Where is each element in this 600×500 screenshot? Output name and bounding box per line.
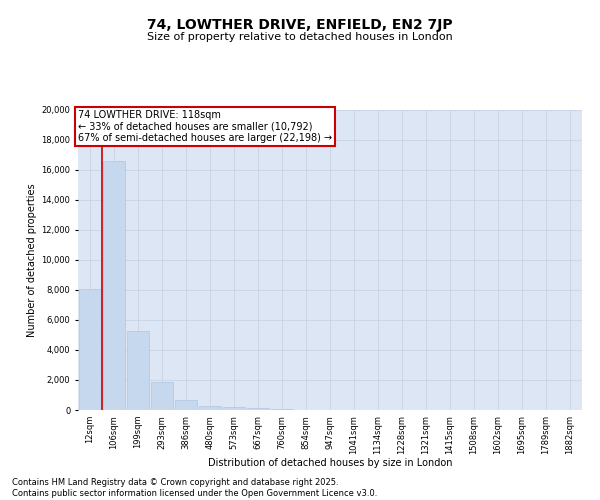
Bar (103, 161, 125, 410)
Text: 74, LOWTHER DRIVE, ENFIELD, EN2 7JP: 74, LOWTHER DRIVE, ENFIELD, EN2 7JP (147, 18, 453, 32)
X-axis label: Distribution of detached houses by size in London: Distribution of detached houses by size … (208, 458, 452, 468)
Text: 74 LOWTHER DRIVE: 118sqm
← 33% of detached houses are smaller (10,792)
67% of se: 74 LOWTHER DRIVE: 118sqm ← 33% of detach… (78, 110, 332, 143)
Bar (175, 400, 197, 410)
Bar (151, 382, 173, 410)
Bar (127, 330, 149, 410)
Y-axis label: Number of detached properties: Number of detached properties (27, 183, 37, 337)
Text: Size of property relative to detached houses in London: Size of property relative to detached ho… (147, 32, 453, 42)
Bar (247, 408, 269, 410)
Bar (199, 406, 221, 410)
Text: Contains HM Land Registry data © Crown copyright and database right 2025.
Contai: Contains HM Land Registry data © Crown c… (12, 478, 377, 498)
Bar (79, 288, 101, 410)
Bar (271, 408, 293, 410)
Bar (223, 408, 245, 410)
